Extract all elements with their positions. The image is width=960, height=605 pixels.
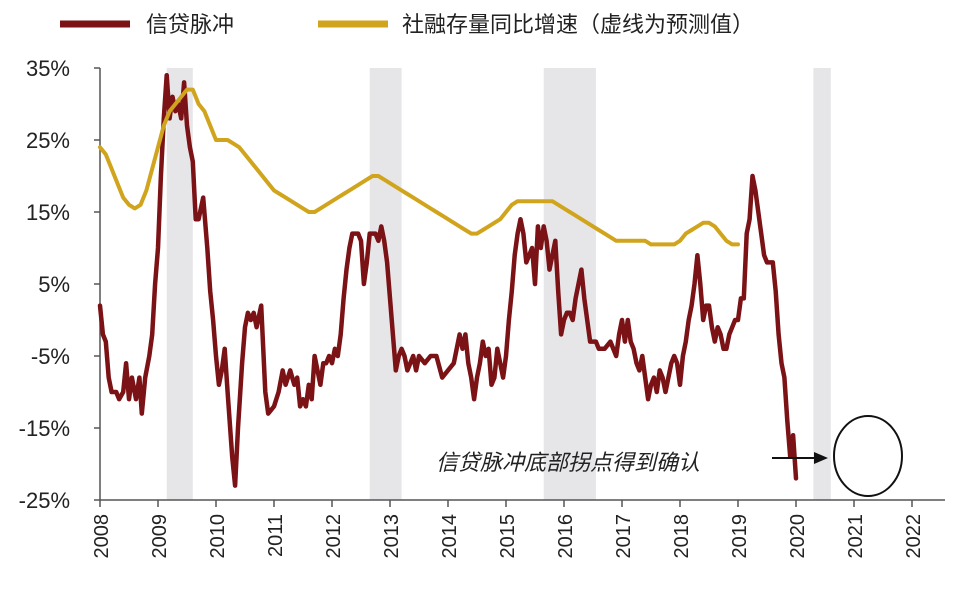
y-tick-label: 35% [26, 56, 70, 81]
annotation-text: 信贷脉冲底部拐点得到确认 [436, 451, 700, 476]
y-tick-label: -15% [19, 416, 70, 441]
x-tick-label: 2009 [149, 514, 171, 559]
x-tick-label: 2021 [845, 514, 867, 559]
x-tick-label: 2020 [787, 514, 809, 559]
annotation-circle [833, 415, 903, 497]
x-tick-label: 2022 [903, 514, 925, 559]
y-tick-label: 5% [38, 272, 70, 297]
y-axis: 35% 25% 15% 5% -5% -15% -25% [19, 56, 101, 513]
legend-label-credit-impulse: 信贷脉冲 [146, 13, 234, 38]
series-line-1 [98, 87, 740, 247]
legend: 信贷脉冲 社融存量同比增速（虚线为预测值） [60, 13, 754, 38]
x-tick-label: 2008 [91, 514, 113, 559]
x-tick-label: 2019 [729, 514, 751, 559]
legend-label-tsf-growth: 社融存量同比增速（虚线为预测值） [402, 13, 754, 38]
shaded-period [543, 68, 596, 500]
shaded-period [369, 68, 402, 500]
x-tick-label: 2018 [671, 514, 693, 559]
y-tick-label: -25% [19, 488, 70, 513]
x-axis: 2008 2009 2010 2011 2012 2013 2014 2015 2016 2017… [91, 499, 945, 559]
y-tick-label: 15% [26, 200, 70, 225]
x-tick-label: 2012 [323, 514, 345, 559]
x-tick-label: 2016 [555, 514, 577, 559]
x-tick-label: 2017 [613, 514, 635, 559]
x-tick-label: 2015 [497, 514, 519, 559]
y-tick-label: 25% [26, 128, 70, 153]
shaded-period [813, 68, 831, 500]
x-tick-label: 2013 [381, 514, 403, 559]
x-tick-label: 2010 [207, 514, 229, 559]
x-tick-label: 2014 [439, 514, 461, 559]
annotation: 信贷脉冲底部拐点得到确认 [436, 415, 903, 497]
series-line-0 [97, 72, 799, 488]
series-lines [97, 72, 799, 488]
shaded-periods [166, 68, 831, 500]
annotation-arrowhead [814, 452, 828, 464]
x-tick-label: 2011 [265, 514, 287, 557]
y-tick-label: -5% [31, 344, 70, 369]
